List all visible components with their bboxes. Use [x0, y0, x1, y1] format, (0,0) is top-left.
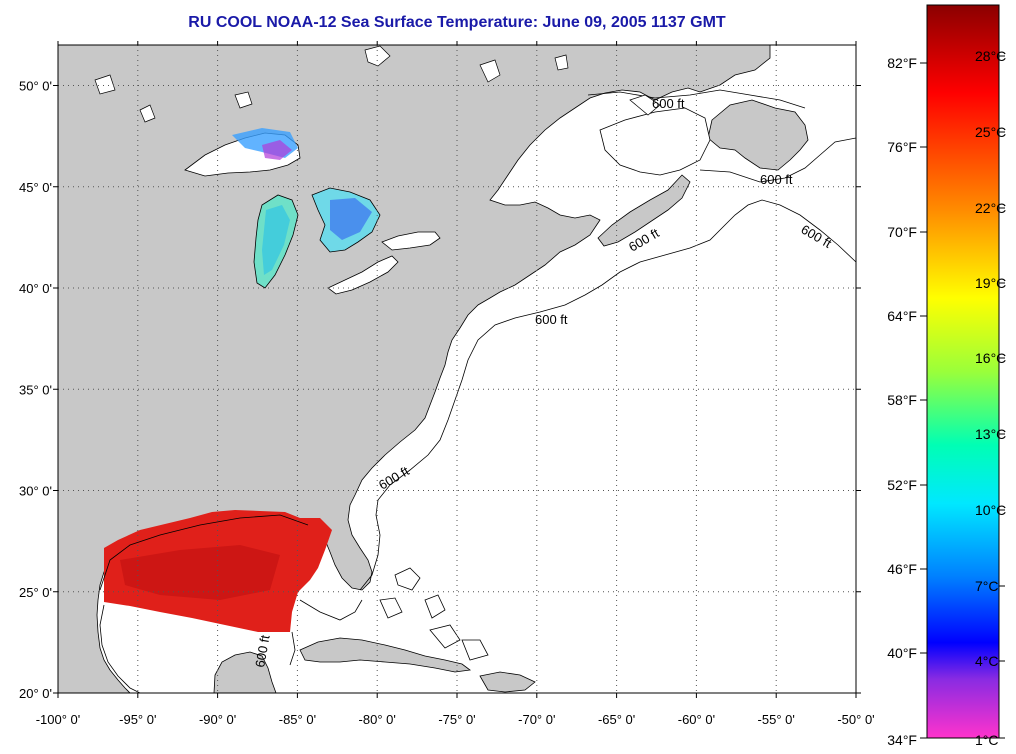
- lat-tick-label: 20° 0': [19, 686, 52, 701]
- latitude-axis: 20° 0' 25° 0' 30° 0' 35° 0' 40° 0' 45° 0' 50° …: [19, 79, 861, 701]
- lon-tick-label: -70° 0': [518, 712, 555, 727]
- gulf-coastline: [99, 514, 309, 591]
- colorbar-f-label: 52°F: [887, 477, 917, 493]
- map-layers: [58, 45, 856, 693]
- isobath-label: 600 ft: [252, 634, 272, 669]
- colorbar-f-label: 82°F: [887, 55, 917, 71]
- land-yucatan: [213, 651, 277, 693]
- gulf-st-lawrence: [599, 107, 711, 176]
- colorbar-c-label: 7°C: [975, 578, 999, 594]
- map-title: RU COOL NOAA-12 Sea Surface Temperature:…: [188, 14, 726, 31]
- colorbar-f-label: 76°F: [887, 139, 917, 155]
- lon-tick-label: -100° 0': [36, 712, 81, 727]
- lat-tick-label: 40° 0': [19, 281, 52, 296]
- lat-tick-label: 35° 0': [19, 382, 52, 397]
- lake-ontario: [381, 231, 441, 251]
- lon-tick-label: -75° 0': [438, 712, 475, 727]
- longitude-axis: -100° 0' -95° 0' -90° 0' -85° 0' -80° 0' -75°…: [36, 41, 875, 727]
- bahamas: [379, 567, 489, 661]
- colorbar-c-label: 1°C: [975, 732, 999, 748]
- colorbar-fahrenheit-labels: 82°F 76°F 70°F 64°F 58°F 52°F 46°F 40°F 34°F: [887, 55, 927, 748]
- lon-tick-label: -55° 0': [758, 712, 795, 727]
- lake-huron-sst: [330, 198, 372, 240]
- lake-superior-sst-purple: [262, 140, 292, 160]
- lat-tick-label: 25° 0': [19, 585, 52, 600]
- colorbar-c-label: 4°C: [975, 653, 999, 669]
- colorbar-f-label: 40°F: [887, 645, 917, 661]
- lake-erie: [327, 255, 399, 295]
- colorbar: [926, 4, 1000, 739]
- land-newfoundland: [707, 99, 809, 171]
- isobath-label: 600 ft: [760, 172, 793, 187]
- isobath-label: 600 ft: [535, 312, 568, 327]
- atlantic-isobath-north: [587, 89, 856, 183]
- gridlines: [58, 45, 856, 693]
- colorbar-c-label: 16°C: [975, 350, 1006, 366]
- lon-tick-label: -95° 0': [119, 712, 156, 727]
- atlantic-isobath: [359, 199, 856, 591]
- lon-tick-label: -85° 0': [279, 712, 316, 727]
- colorbar-c-label: 25°C: [975, 124, 1006, 140]
- lake-michigan-sst: [262, 205, 290, 275]
- lon-tick-label: -65° 0': [598, 712, 635, 727]
- land-cuba: [299, 637, 472, 673]
- colorbar-celsius-labels: 28°C 25°C 22°C 19°C 16°C 13°C 10°C 7°C 4°C 1°C: [975, 48, 1006, 748]
- lon-tick-label: -80° 0': [359, 712, 396, 727]
- land-hispaniola: [479, 671, 536, 693]
- colorbar-f-label: 46°F: [887, 561, 917, 577]
- lon-tick-label: -60° 0': [678, 712, 715, 727]
- colorbar-c-label: 22°C: [975, 200, 1006, 216]
- colorbar-f-label: 70°F: [887, 224, 917, 240]
- lat-tick-label: 45° 0': [19, 180, 52, 195]
- colorbar-f-label: 34°F: [887, 732, 917, 748]
- land-nova-scotia: [597, 174, 691, 247]
- colorbar-c-label: 10°C: [975, 502, 1006, 518]
- colorbar-c-label: 13°C: [975, 426, 1006, 442]
- lon-tick-label: -50° 0': [837, 712, 874, 727]
- colorbar-f-label: 64°F: [887, 308, 917, 324]
- lon-tick-label: -90° 0': [199, 712, 236, 727]
- colorbar-c-label: 19°C: [975, 275, 1006, 291]
- colorbar-f-label: 58°F: [887, 392, 917, 408]
- isobath-label: 600 ft: [652, 96, 685, 111]
- colorbar-c-label: 28°C: [975, 48, 1006, 64]
- lat-tick-label: 50° 0': [19, 79, 52, 94]
- gulf-isobath: [99, 599, 363, 693]
- lat-tick-label: 30° 0': [19, 484, 52, 499]
- gulf-of-mexico-sst-dark: [120, 545, 280, 600]
